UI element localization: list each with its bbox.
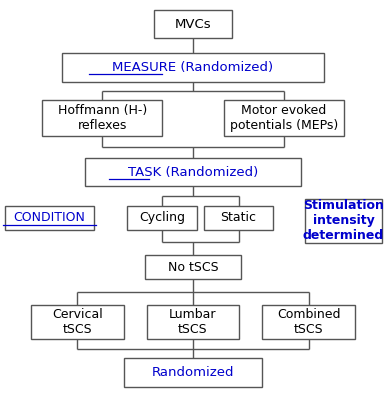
Text: Cycling: Cycling xyxy=(139,211,185,224)
Text: Stimulation
intensity
determined: Stimulation intensity determined xyxy=(303,199,384,242)
FancyBboxPatch shape xyxy=(31,305,124,339)
Text: Motor evoked
potentials (MEPs): Motor evoked potentials (MEPs) xyxy=(230,104,338,132)
FancyBboxPatch shape xyxy=(147,305,239,339)
FancyBboxPatch shape xyxy=(204,206,273,230)
FancyBboxPatch shape xyxy=(42,100,162,136)
Text: Cervical
tSCS: Cervical tSCS xyxy=(52,308,103,336)
Text: MVCs: MVCs xyxy=(175,18,211,30)
Text: No tSCS: No tSCS xyxy=(168,261,218,274)
FancyBboxPatch shape xyxy=(154,10,232,38)
FancyBboxPatch shape xyxy=(124,358,262,387)
Text: TASK (Randomized): TASK (Randomized) xyxy=(128,166,258,178)
FancyBboxPatch shape xyxy=(85,158,301,186)
FancyBboxPatch shape xyxy=(5,206,94,230)
FancyBboxPatch shape xyxy=(145,255,241,279)
Text: Lumbar
tSCS: Lumbar tSCS xyxy=(169,308,217,336)
Text: Hoffmann (H-)
reflexes: Hoffmann (H-) reflexes xyxy=(58,104,147,132)
FancyBboxPatch shape xyxy=(224,100,344,136)
Text: CONDITION: CONDITION xyxy=(14,211,85,224)
FancyBboxPatch shape xyxy=(305,199,382,243)
FancyBboxPatch shape xyxy=(127,206,197,230)
Text: Combined
tSCS: Combined tSCS xyxy=(277,308,340,336)
FancyBboxPatch shape xyxy=(262,305,355,339)
FancyBboxPatch shape xyxy=(62,53,324,82)
Text: Static: Static xyxy=(220,211,257,224)
Text: MEASURE (Randomized): MEASURE (Randomized) xyxy=(112,61,274,74)
Text: Randomized: Randomized xyxy=(152,366,234,379)
